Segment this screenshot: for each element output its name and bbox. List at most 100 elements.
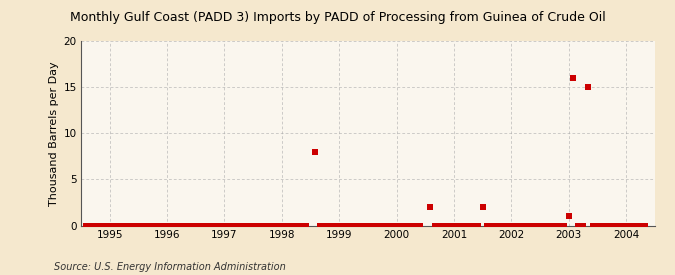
Point	[190, 223, 201, 228]
Point	[104, 223, 115, 228]
Point	[630, 223, 641, 228]
Point	[271, 223, 282, 228]
Point	[568, 76, 579, 80]
Point	[157, 223, 167, 228]
Point	[333, 223, 344, 228]
Point	[267, 223, 277, 228]
Point	[616, 223, 626, 228]
Point	[601, 223, 612, 228]
Point	[315, 223, 325, 228]
Point	[243, 223, 254, 228]
Point	[348, 223, 359, 228]
Point	[381, 223, 392, 228]
Point	[587, 223, 598, 228]
Point	[472, 223, 483, 228]
Point	[463, 223, 474, 228]
Point	[439, 223, 450, 228]
Point	[152, 223, 163, 228]
Point	[344, 223, 354, 228]
Point	[626, 223, 637, 228]
Point	[339, 223, 350, 228]
Point	[372, 223, 383, 228]
Point	[319, 223, 330, 228]
Point	[99, 223, 110, 228]
Point	[554, 223, 564, 228]
Point	[429, 223, 440, 228]
Point	[611, 223, 622, 228]
Point	[516, 223, 526, 228]
Point	[496, 223, 507, 228]
Point	[114, 223, 125, 228]
Point	[396, 223, 407, 228]
Point	[195, 223, 206, 228]
Point	[458, 223, 469, 228]
Point	[410, 223, 421, 228]
Point	[95, 223, 105, 228]
Point	[90, 223, 101, 228]
Point	[362, 223, 373, 228]
Point	[205, 223, 215, 228]
Text: Monthly Gulf Coast (PADD 3) Imports by PADD of Processing from Guinea of Crude O: Monthly Gulf Coast (PADD 3) Imports by P…	[70, 11, 605, 24]
Point	[353, 223, 364, 228]
Point	[161, 223, 172, 228]
Y-axis label: Thousand Barrels per Day: Thousand Barrels per Day	[49, 61, 59, 206]
Point	[234, 223, 244, 228]
Point	[530, 223, 541, 228]
Text: Source: U.S. Energy Information Administration: Source: U.S. Energy Information Administ…	[54, 262, 286, 272]
Point	[386, 223, 397, 228]
Point	[520, 223, 531, 228]
Point	[310, 150, 321, 154]
Point	[291, 223, 302, 228]
Point	[535, 223, 545, 228]
Point	[85, 223, 96, 228]
Point	[391, 223, 402, 228]
Point	[276, 223, 287, 228]
Point	[468, 223, 479, 228]
Point	[487, 223, 497, 228]
Point	[296, 223, 306, 228]
Point	[377, 223, 387, 228]
Point	[558, 223, 569, 228]
Point	[563, 214, 574, 218]
Point	[300, 223, 311, 228]
Point	[147, 223, 158, 228]
Point	[176, 223, 187, 228]
Point	[167, 223, 178, 228]
Point	[443, 223, 454, 228]
Point	[224, 223, 235, 228]
Point	[124, 223, 134, 228]
Point	[238, 223, 249, 228]
Point	[329, 223, 340, 228]
Point	[401, 223, 412, 228]
Point	[549, 223, 560, 228]
Point	[128, 223, 139, 228]
Point	[219, 223, 230, 228]
Point	[525, 223, 536, 228]
Point	[214, 223, 225, 228]
Point	[501, 223, 512, 228]
Point	[539, 223, 550, 228]
Point	[367, 223, 378, 228]
Point	[415, 223, 426, 228]
Point	[262, 223, 273, 228]
Point	[448, 223, 459, 228]
Point	[454, 223, 464, 228]
Point	[606, 223, 617, 228]
Point	[434, 223, 445, 228]
Point	[358, 223, 369, 228]
Point	[324, 223, 335, 228]
Point	[171, 223, 182, 228]
Point	[578, 223, 589, 228]
Point	[640, 223, 651, 228]
Point	[573, 223, 584, 228]
Point	[138, 223, 148, 228]
Point	[544, 223, 555, 228]
Point	[252, 223, 263, 228]
Point	[181, 223, 192, 228]
Point	[200, 223, 211, 228]
Point	[209, 223, 220, 228]
Point	[635, 223, 646, 228]
Point	[477, 205, 488, 209]
Point	[491, 223, 502, 228]
Point	[620, 223, 631, 228]
